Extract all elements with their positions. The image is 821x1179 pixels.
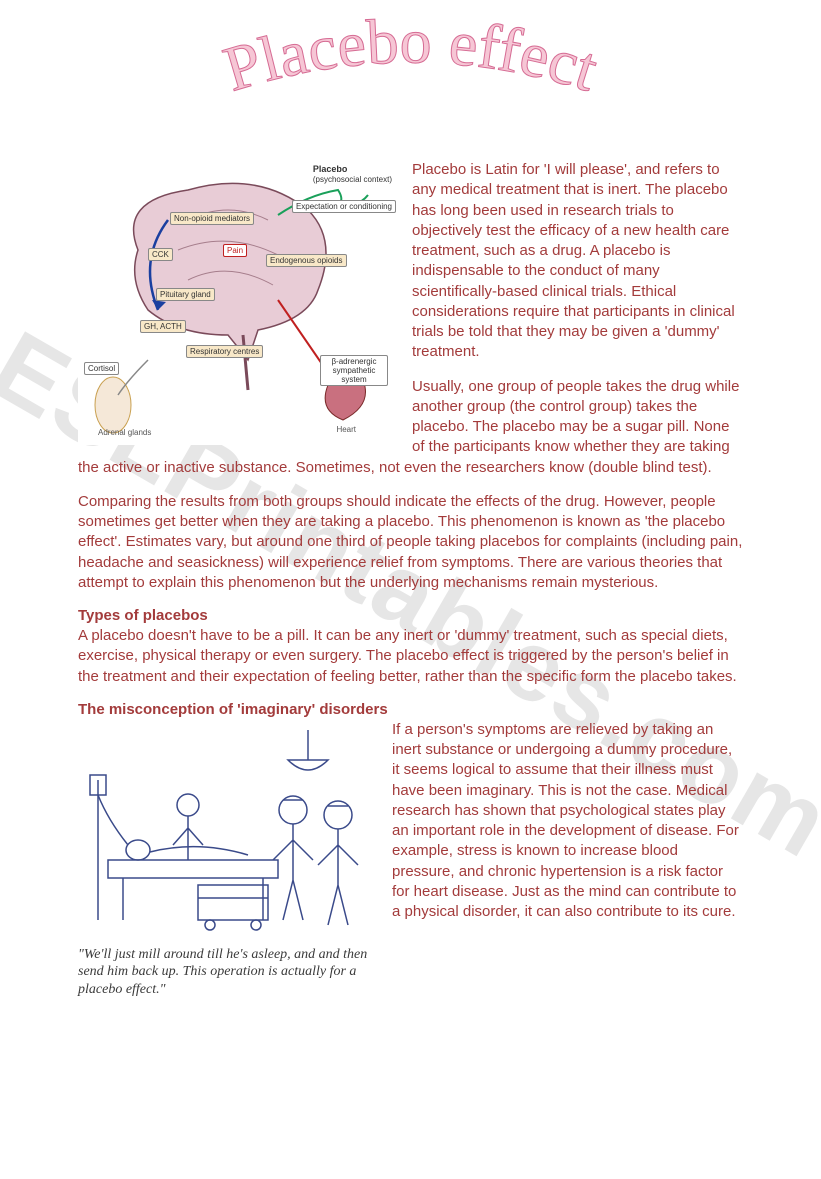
brain-diagram: Placebo(psychosocial context) Expectatio… [78, 160, 398, 445]
diagram-label-endogenous: Endogenous opioids [266, 254, 347, 267]
diagram-label-ghacth: GH, ACTH [140, 320, 186, 333]
diagram-label-placebo: Placebo(psychosocial context) [313, 164, 392, 184]
paragraph-effect: Comparing the results from both groups s… [78, 492, 743, 593]
heading-types: Types of placebos [78, 607, 743, 624]
diagram-label-adrenal: Adrenal glands [98, 428, 151, 437]
diagram-label-pain: Pain [223, 244, 247, 257]
diagram-label-pituitary: Pituitary gland [156, 288, 215, 301]
diagram-label-cck: CCK [148, 248, 173, 261]
diagram-label-cortisol: Cortisol [84, 362, 119, 375]
diagram-label-heart: Heart [336, 425, 356, 434]
diagram-label-expectation: Expectation or conditioning [292, 200, 396, 213]
diagram-label-respiratory: Respiratory centres [186, 345, 263, 358]
diagram-label-adrenergic: β-adrenergic sympathetic system [320, 355, 388, 386]
page-title: Placebo effect [78, 10, 743, 160]
heading-misconception: The misconception of 'imaginary' disorde… [78, 701, 743, 718]
svg-text:Placebo effect: Placebo effect [216, 10, 606, 105]
diagram-label-nonopioid: Non-opioid mediators [170, 212, 254, 225]
cartoon-caption: "We'll just mill around till he's asleep… [78, 946, 378, 999]
cartoon-image [78, 720, 378, 940]
paragraph-types: A placebo doesn't have to be a pill. It … [78, 626, 743, 687]
